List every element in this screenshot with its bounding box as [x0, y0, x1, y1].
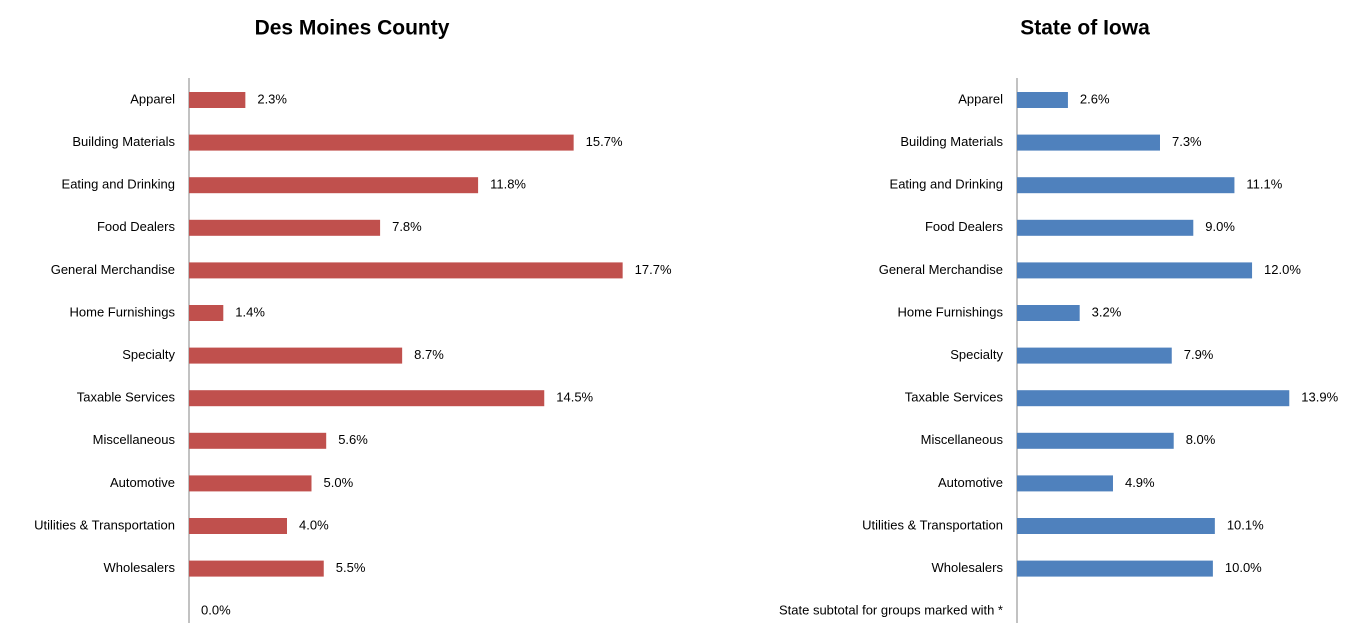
data-label: 14.5%: [556, 390, 593, 405]
bar: [189, 262, 623, 279]
y-tick-label: Building Materials: [72, 134, 175, 149]
y-tick-label: Miscellaneous: [93, 432, 176, 447]
y-tick-label: Food Dealers: [925, 219, 1004, 234]
y-tick-label: Home Furnishings: [898, 304, 1004, 319]
data-label: 10.1%: [1227, 517, 1264, 532]
bar: [189, 92, 246, 108]
bar: [1017, 219, 1194, 236]
y-tick-label: Wholesalers: [931, 560, 1003, 575]
bar: [1017, 92, 1068, 108]
data-label: 10.0%: [1225, 560, 1262, 575]
bar: [1017, 560, 1213, 577]
data-label: 8.7%: [414, 347, 444, 362]
bar: [1017, 518, 1215, 534]
y-tick-label: Utilities & Transportation: [862, 517, 1003, 532]
data-label: 7.9%: [1184, 347, 1214, 362]
data-label: 9.0%: [1205, 219, 1235, 234]
data-label: 7.8%: [392, 219, 422, 234]
data-label: 8.0%: [1186, 432, 1216, 447]
bar: [1017, 390, 1290, 407]
data-label: 17.7%: [635, 262, 672, 277]
chart-title: Des Moines County: [255, 17, 450, 40]
y-tick-label: General Merchandise: [879, 262, 1003, 277]
data-label: 4.9%: [1125, 475, 1155, 490]
data-label: 5.6%: [338, 432, 368, 447]
bar: [1017, 305, 1080, 321]
data-label: 12.0%: [1264, 262, 1301, 277]
data-label: 2.6%: [1080, 91, 1110, 106]
bar: [189, 219, 381, 236]
chart-title: State of Iowa: [1020, 17, 1150, 40]
y-tick-label: Eating and Drinking: [890, 177, 1003, 192]
y-tick-label: Home Furnishings: [70, 304, 176, 319]
bar: [189, 347, 403, 364]
y-tick-label: Automotive: [110, 475, 175, 490]
y-tick-label: Wholesalers: [103, 560, 175, 575]
bar: [1017, 177, 1235, 194]
y-tick-label: Apparel: [130, 91, 175, 106]
data-label: 1.4%: [235, 304, 265, 319]
bar: [1017, 432, 1174, 449]
bar: [1017, 134, 1160, 151]
y-tick-label: Taxable Services: [905, 390, 1004, 405]
data-label: 15.7%: [586, 134, 623, 149]
data-label: 5.5%: [336, 560, 366, 575]
data-label: 7.3%: [1172, 134, 1202, 149]
bar: [189, 518, 287, 534]
bar: [189, 177, 479, 194]
y-tick-label: Specialty: [122, 347, 175, 362]
y-tick-label: Utilities & Transportation: [34, 517, 175, 532]
bar: [189, 475, 312, 492]
y-tick-label: General Merchandise: [51, 262, 175, 277]
data-label: 5.0%: [324, 475, 354, 490]
data-label: 11.8%: [490, 177, 526, 192]
y-tick-label: Automotive: [938, 475, 1003, 490]
bar: [1017, 475, 1113, 492]
y-tick-label: State subtotal for groups marked with *: [779, 603, 1003, 618]
y-tick-label: Food Dealers: [97, 219, 176, 234]
data-label: 3.2%: [1092, 304, 1122, 319]
y-tick-label: Specialty: [950, 347, 1003, 362]
y-tick-label: Apparel: [958, 91, 1003, 106]
data-label: 0.0%: [201, 603, 231, 618]
bar: [189, 390, 545, 407]
y-tick-label: Taxable Services: [77, 390, 176, 405]
data-label: 2.3%: [257, 91, 287, 106]
data-label: 11.1%: [1246, 177, 1282, 192]
bar: [189, 432, 327, 449]
bar: [1017, 262, 1253, 279]
y-tick-label: Building Materials: [900, 134, 1003, 149]
bar: [189, 560, 324, 577]
y-tick-label: Eating and Drinking: [62, 177, 175, 192]
bar: [189, 305, 224, 321]
bar: [1017, 347, 1172, 364]
data-label: 13.9%: [1301, 390, 1338, 405]
data-label: 4.0%: [299, 517, 329, 532]
y-tick-label: Miscellaneous: [921, 432, 1004, 447]
bar: [189, 134, 574, 151]
